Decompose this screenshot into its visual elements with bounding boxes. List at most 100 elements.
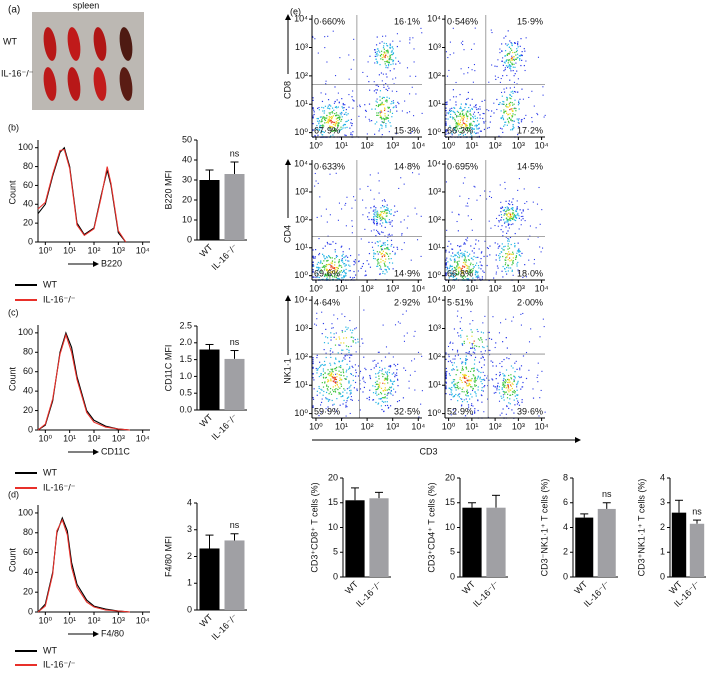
cell-dot	[416, 213, 418, 215]
cell-dot	[453, 369, 455, 371]
cell-dot	[506, 118, 509, 120]
cell-dot	[464, 258, 466, 260]
cell-dot	[377, 261, 379, 263]
cell-dot	[332, 374, 334, 376]
cell-dot	[502, 117, 504, 119]
cell-dot	[330, 262, 332, 264]
cell-dot	[385, 124, 387, 127]
panel-label: (a)	[8, 5, 20, 16]
quadrant-percent: 52·9%	[447, 406, 473, 416]
cell-dot	[342, 104, 344, 106]
cell-dot	[468, 352, 470, 354]
cell-dot	[338, 264, 341, 266]
cell-dot	[349, 320, 351, 322]
cell-dot	[383, 48, 385, 50]
cell-dot	[456, 256, 459, 258]
cell-dot	[474, 356, 477, 358]
cell-dot	[509, 214, 511, 216]
cell-dot	[328, 274, 330, 277]
cell-dot	[368, 218, 370, 221]
cell-dot	[393, 363, 395, 366]
cell-dot	[345, 326, 347, 328]
cell-dot	[449, 374, 451, 377]
cell-dot	[472, 81, 474, 83]
cell-dot	[504, 384, 506, 387]
cell-dot	[514, 66, 516, 68]
cell-dot	[352, 366, 354, 369]
cell-dot	[383, 84, 385, 86]
histogram-line	[37, 331, 130, 431]
cell-dot	[352, 374, 354, 377]
cell-dot	[506, 54, 509, 56]
y-axis-label: Count	[7, 367, 17, 392]
cell-dot	[510, 48, 512, 50]
cell-dot	[506, 266, 508, 269]
cell-dot	[334, 390, 336, 392]
cell-dot	[341, 112, 343, 114]
cell-dot	[503, 210, 505, 212]
cell-dot	[389, 392, 391, 394]
y-tick-label: 2.0	[179, 337, 192, 347]
cell-dot	[329, 277, 331, 279]
cell-dot	[459, 107, 461, 110]
cell-dot	[346, 369, 348, 371]
cell-dot	[482, 112, 484, 115]
cell-dot	[471, 229, 473, 231]
cell-dot	[449, 264, 451, 267]
cell-dot	[496, 385, 499, 387]
cell-dot	[478, 123, 480, 125]
cell-dot	[463, 376, 465, 378]
cell-dot	[507, 216, 509, 218]
cell-dot	[340, 120, 342, 122]
cell-dot	[343, 357, 345, 359]
cell-dot	[451, 394, 453, 396]
cell-dot	[345, 404, 347, 406]
cell-dot	[367, 185, 369, 187]
cell-dot	[506, 221, 508, 223]
cell-dot	[502, 373, 504, 375]
cell-dot	[379, 55, 382, 57]
cell-dot	[320, 401, 323, 404]
cell-dot	[505, 270, 507, 273]
cell-dot	[453, 52, 455, 54]
cell-dot	[462, 275, 464, 277]
cell-dot	[489, 191, 491, 193]
cell-dot	[332, 121, 334, 123]
cell-dot	[386, 397, 388, 399]
cell-dot	[516, 214, 518, 216]
cell-dot	[391, 54, 393, 56]
cell-dot	[517, 104, 520, 106]
cell-dot	[345, 337, 348, 339]
cell-dot	[390, 125, 392, 127]
cell-dot	[315, 180, 317, 182]
cell-dot	[490, 360, 492, 362]
cell-dot	[380, 393, 383, 395]
cell-dot	[379, 96, 381, 98]
cell-dot	[378, 351, 380, 353]
cell-dot	[468, 274, 471, 276]
cell-dot	[502, 209, 504, 211]
spleen	[93, 67, 107, 101]
cell-dot	[392, 250, 394, 252]
cell-dot	[329, 399, 331, 401]
cell-dot	[321, 262, 323, 265]
x-tick-label: 10¹	[465, 421, 478, 431]
cell-dot	[418, 173, 420, 175]
cell-dot	[514, 99, 516, 101]
cell-dot	[336, 130, 338, 132]
cell-dot	[321, 363, 323, 366]
cell-dot	[463, 114, 465, 116]
cell-dot	[462, 122, 464, 124]
cell-dot	[325, 93, 327, 95]
y-tick-label: 40	[23, 386, 33, 396]
cell-dot	[384, 205, 386, 208]
y-tick-label: 10²	[295, 70, 308, 80]
cell-dot	[496, 65, 498, 68]
cell-dot	[368, 241, 370, 243]
cell-dot	[471, 413, 473, 415]
cell-dot	[477, 128, 479, 130]
cell-dot	[471, 98, 473, 100]
cell-dot	[473, 247, 475, 250]
cell-dot	[331, 399, 333, 402]
cell-dot	[384, 387, 386, 389]
